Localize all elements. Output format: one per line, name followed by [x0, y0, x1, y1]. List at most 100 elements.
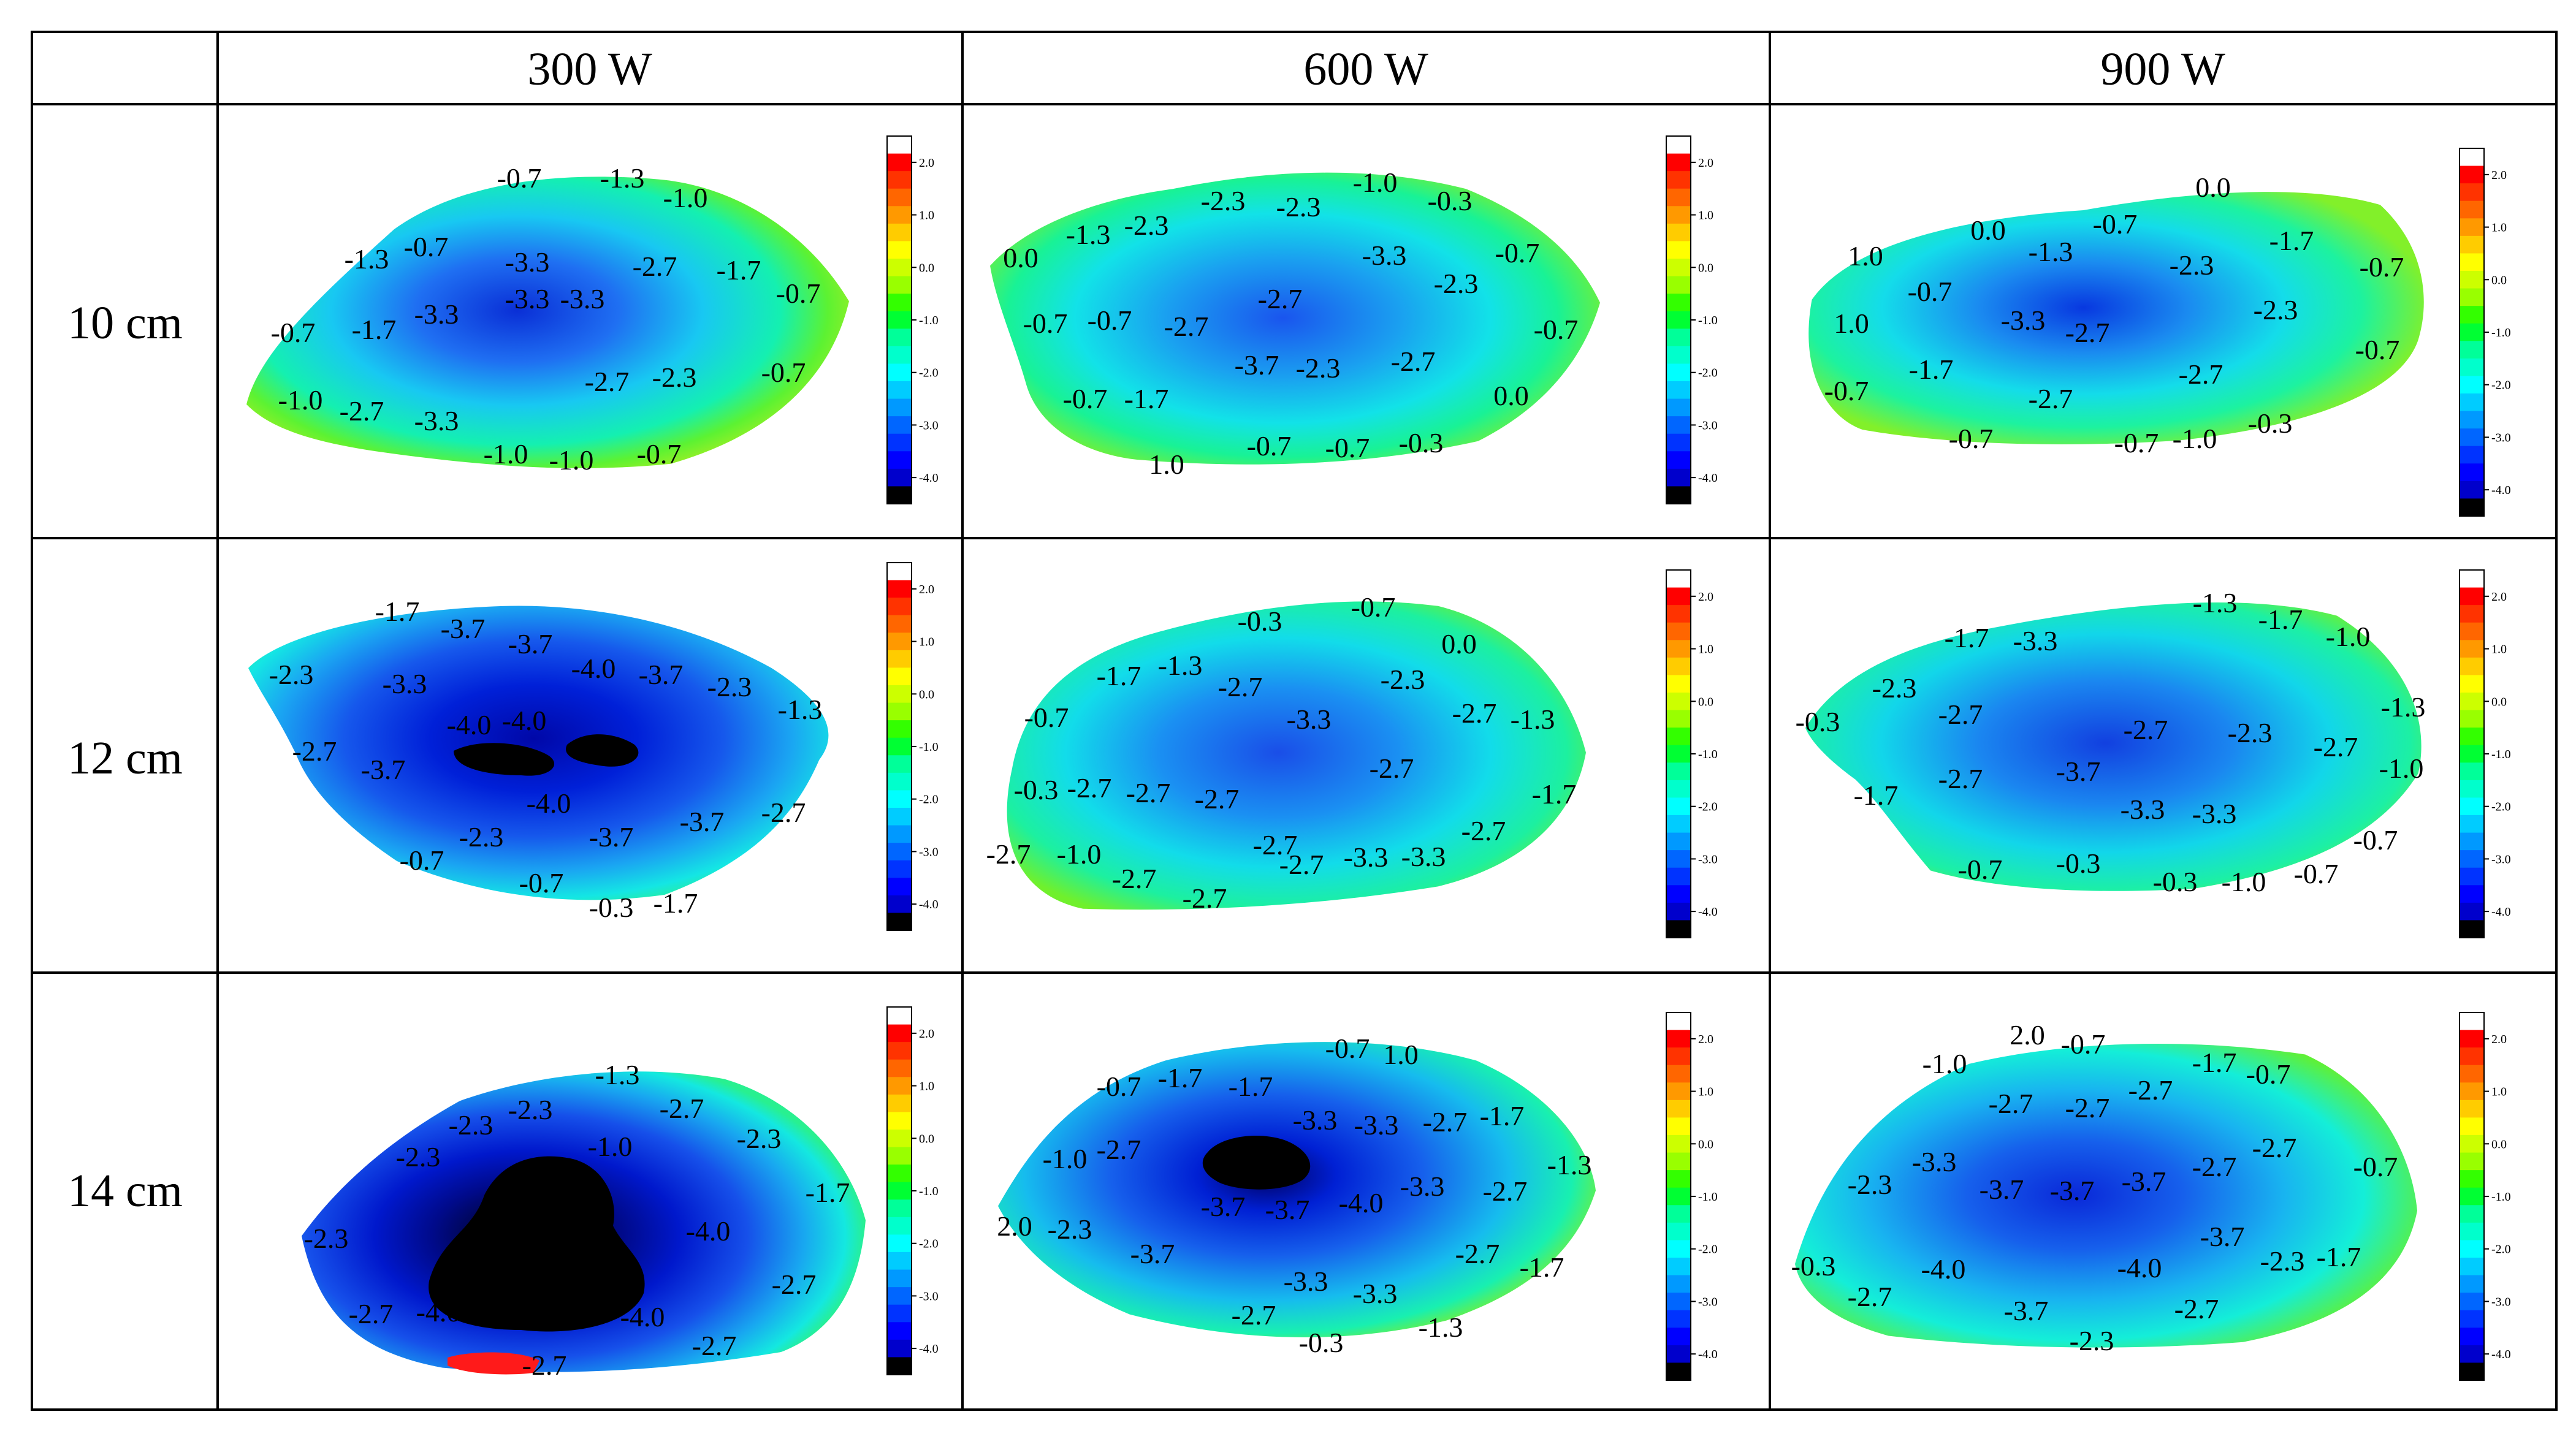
colorbar-swatch: [887, 1147, 912, 1165]
colorbar-swatch: [1666, 797, 1691, 816]
colorbar-tick-label: -2.0: [2491, 800, 2511, 814]
colorbar-swatch: [1666, 1082, 1691, 1101]
colorbar-swatch: [2460, 640, 2484, 658]
colorbar-swatch: [887, 171, 912, 189]
colorbar-swatch: [1666, 259, 1691, 277]
panel-600w-12cm: -0.3 -0.70.0-1.7 -1.3-2.7 -2.3-0.7 -3.3 -2.7-…: [986, 591, 1586, 914]
colorbar-swatch: [1666, 223, 1691, 241]
colorbar-swatch: [887, 416, 912, 435]
contour-value-label: -3.7: [1980, 1174, 2024, 1205]
colorbar-swatch: [2460, 1362, 2484, 1381]
contour-value-label: -3.7: [2200, 1221, 2245, 1252]
colorbar-swatch: [2460, 745, 2484, 763]
colorbar-swatch: [1666, 1100, 1691, 1118]
contour-value-label: -0.7: [1325, 432, 1370, 463]
colorbar-tick-label: -1.0: [2491, 748, 2511, 761]
colorbar-swatch: [887, 346, 912, 364]
colorbar-tick-label: -3.0: [919, 845, 939, 859]
colorbar-swatch: [2460, 1222, 2484, 1240]
contour-value-label: -2.7: [986, 838, 1031, 870]
contour-value-label: -1.3: [1419, 1312, 1463, 1343]
contour-value-label: -1.0: [1043, 1143, 1088, 1174]
colorbar-swatch: [2460, 428, 2484, 447]
colorbar-swatch: [887, 720, 912, 739]
colorbar-swatch: [1666, 153, 1691, 172]
colorbar-swatch: [1666, 832, 1691, 851]
contour-value-label: -0.7: [2093, 208, 2138, 240]
contour-value-label: -2.3: [459, 821, 504, 853]
contour-value-label: -0.7: [2360, 251, 2404, 283]
colorbar-swatch: [887, 276, 912, 294]
colorbar-tick-label: -4.0: [919, 1342, 939, 1356]
colorbar-swatch: [887, 895, 912, 913]
contour-value-label: -2.7: [1461, 815, 1506, 846]
colorbar-swatch: [1666, 136, 1691, 154]
contour-value-label: -2.7: [292, 735, 337, 767]
contour-value-label: -2.3: [1848, 1169, 1892, 1200]
colorbar-swatch: [887, 136, 912, 154]
colorbar-tick-label: -1.0: [2491, 1190, 2511, 1204]
colorbar-swatch: [2460, 1187, 2484, 1206]
colorbar-swatch: [887, 188, 912, 207]
colorbar-tick-label: 2.0: [919, 583, 934, 596]
colorbar-swatch: [2460, 1205, 2484, 1223]
colorbar-swatch: [887, 1234, 912, 1253]
contour-value-label: -1.7: [2317, 1241, 2361, 1272]
contour-value-label: -0.7: [1534, 314, 1579, 345]
colorbar-tick-label: -3.0: [1698, 419, 1718, 432]
colorbar-swatch: [1666, 1117, 1691, 1136]
colorbar-swatch: [1666, 1187, 1691, 1206]
contour-value-label: -2.7: [2252, 1132, 2297, 1163]
contour-value-label: -1.0: [2326, 621, 2371, 652]
contour-value-label: -0.3: [1299, 1327, 1344, 1358]
colorbar-tick-label: -2.0: [1698, 1243, 1718, 1256]
contour-value-label: -0.7: [271, 317, 316, 348]
colorbar-swatch: [887, 1130, 912, 1148]
colorbar-swatch: [2460, 657, 2484, 675]
colorbar-swatch: [887, 1112, 912, 1130]
colorbar-swatch: [2460, 306, 2484, 324]
contour-value-label: -2.3: [707, 671, 752, 702]
contour-value-label: -2.7: [2065, 317, 2110, 348]
colorbar-swatch: [2460, 885, 2484, 903]
contour-value-label: -2.7: [660, 1093, 704, 1124]
colorbar: 2.0 1.0 0.0 -1.0 -2.0 -3.0 -4.0: [1666, 1012, 1718, 1381]
colorbar-tick-label: 0.0: [1698, 261, 1713, 275]
contour-value-label: 1.0: [1383, 1039, 1419, 1070]
colorbar-tick-label: -2.0: [919, 793, 939, 807]
contour-value-label: -2.3: [508, 1094, 553, 1125]
colorbar-swatch: [2460, 1082, 2484, 1101]
contour-value-label: -1.0: [2173, 423, 2217, 454]
contour-value-label: -2.7: [1232, 1299, 1276, 1331]
contour-value-label: 1.0: [1848, 240, 1883, 272]
contour-value-label: -2.7: [1112, 863, 1157, 894]
colorbar-tick-label: 2.0: [1698, 1033, 1713, 1046]
colorbar-swatch: [2460, 605, 2484, 623]
contour-value-label: -2.7: [2124, 714, 2168, 745]
contour-value-label: -0.7: [1908, 276, 1953, 307]
contour-value-label: -2.7: [1483, 1176, 1528, 1207]
colorbar-swatch: [1666, 675, 1691, 693]
colorbar-swatch: [2460, 587, 2484, 606]
colorbar-swatch: [2460, 498, 2484, 517]
contour-value-label: -0.7: [404, 231, 449, 262]
colorbar-swatch: [2460, 867, 2484, 886]
colorbar-tick-label: 1.0: [1698, 643, 1713, 656]
contour-value-label: -2.7: [2029, 383, 2073, 414]
contour-value-label: -0.3: [1014, 774, 1059, 805]
colorbar-swatch: [1666, 762, 1691, 781]
contour-value-label: -2.3: [1201, 185, 1246, 216]
contour-value-label: -1.7: [2192, 1047, 2237, 1078]
colorbar-swatch: [2460, 165, 2484, 184]
colorbar-tick-label: 1.0: [919, 1080, 934, 1093]
contour-value-label: -0.7: [1024, 702, 1069, 733]
table-grid: [31, 31, 2558, 1411]
contour-value-label: -0.3: [2248, 408, 2293, 439]
contour-value-label: -1.0: [2379, 753, 2424, 784]
colorbar-swatch: [1666, 276, 1691, 294]
contour-value-label: 1.0: [1149, 449, 1184, 480]
colorbar: 2.0 1.0 0.0 -1.0 -2.0 -3.0 -4.0: [2459, 1012, 2511, 1381]
colorbar-tick-label: -4.0: [2491, 905, 2511, 919]
contour-value-label: -3.7: [1201, 1191, 1246, 1222]
colorbar-swatch: [2460, 710, 2484, 728]
